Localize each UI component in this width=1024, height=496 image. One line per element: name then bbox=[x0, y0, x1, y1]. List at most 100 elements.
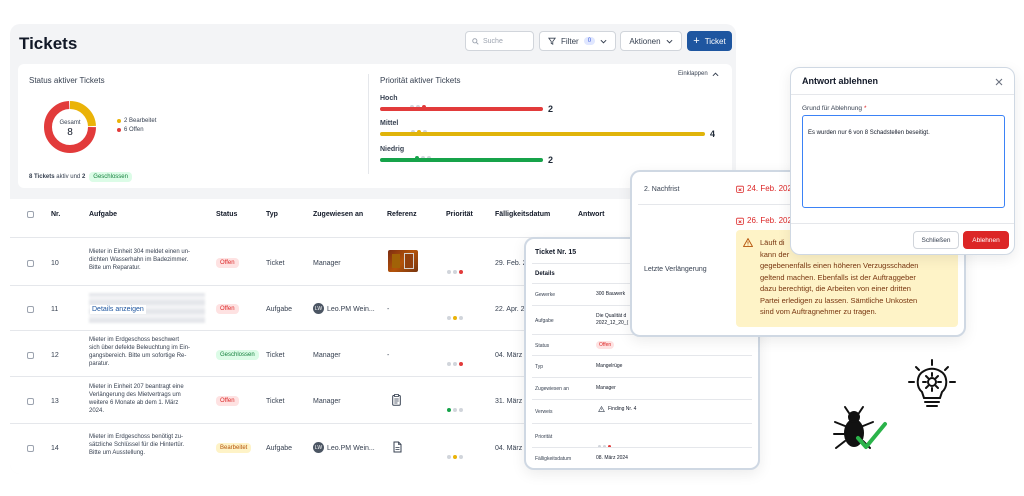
reason-textarea[interactable]: Es wurden nur 6 von 8 Schadstellen besei… bbox=[802, 115, 1005, 208]
row-checkbox[interactable] bbox=[27, 352, 34, 359]
summary-card: Status aktiver Tickets Gesamt 8 2 Bearbe… bbox=[18, 64, 732, 188]
priority-label-mittel: Mittel bbox=[380, 120, 399, 127]
actions-dropdown[interactable]: Aktionen bbox=[620, 31, 682, 51]
field-label-row: Grund für Ablehnung * bbox=[802, 105, 867, 112]
row-assigned: Leo.PM Wein... bbox=[327, 445, 375, 452]
deadline-label-second: 2. Nachfrist bbox=[644, 186, 680, 193]
divider bbox=[791, 223, 1014, 224]
closed-badge[interactable]: Geschlossen bbox=[89, 172, 132, 182]
field-label: Zugewiesen an bbox=[535, 386, 569, 392]
document-icon[interactable] bbox=[393, 441, 402, 453]
divider bbox=[532, 399, 752, 400]
status-footer: 8 Tickets aktiv und 2 Geschlossen bbox=[29, 172, 132, 182]
dialog-title: Antwort ablehnen bbox=[802, 76, 878, 86]
row-nr: 14 bbox=[51, 445, 59, 452]
donut-segment-0 bbox=[44, 101, 96, 153]
field-label: Verweis bbox=[535, 409, 553, 415]
priority-label-niedrig: Niedrig bbox=[380, 146, 405, 153]
col-assigned[interactable]: Zugewiesen an bbox=[313, 211, 364, 218]
clipboard-icon[interactable] bbox=[392, 394, 401, 406]
col-due-date[interactable]: Fälligkeitsdatum bbox=[495, 211, 551, 218]
priority-value-niedrig: 2 bbox=[548, 155, 554, 165]
row-checkbox[interactable] bbox=[27, 306, 34, 313]
row-reference: - bbox=[387, 352, 390, 359]
row-assigned: Manager bbox=[313, 352, 341, 359]
collapse-label: Einklappen bbox=[678, 71, 708, 77]
priority-value-hoch: 2 bbox=[548, 104, 554, 114]
field-label: Aufgabe bbox=[535, 318, 554, 324]
priority-label-hoch: Hoch bbox=[380, 95, 398, 102]
field-label: Priorität bbox=[535, 434, 553, 440]
priority-bar-niedrig bbox=[380, 158, 543, 162]
legend-dot bbox=[117, 119, 121, 123]
col-status[interactable]: Status bbox=[216, 211, 238, 218]
details-link[interactable]: Details anzeigen bbox=[90, 305, 146, 314]
col-reference[interactable]: Referenz bbox=[387, 211, 417, 218]
footer-ticket-count: 8 Tickets bbox=[29, 174, 55, 180]
status-badge: Geschlossen bbox=[216, 350, 259, 360]
card-divider bbox=[368, 74, 369, 174]
row-type: Aufgabe bbox=[266, 306, 293, 313]
priority-indicator bbox=[447, 446, 465, 464]
row-task: Mieter im Erdgeschoss beschwert sich übe… bbox=[89, 337, 191, 367]
close-icon[interactable] bbox=[995, 78, 1003, 86]
row-due-date: 04. März bbox=[495, 445, 523, 452]
new-ticket-button[interactable]: + Ticket bbox=[687, 31, 732, 51]
col-type[interactable]: Typ bbox=[266, 211, 278, 218]
status-donut-chart: Gesamt 8 bbox=[44, 101, 96, 153]
row-checkbox[interactable] bbox=[27, 398, 34, 405]
priority-bar-hoch bbox=[380, 107, 543, 111]
avatar: LW bbox=[313, 303, 324, 314]
row-assigned: Manager bbox=[313, 398, 341, 405]
legend-label: 6 Offen bbox=[124, 127, 144, 133]
search-input[interactable]: Suche bbox=[465, 31, 534, 51]
col-answer[interactable]: Antwort bbox=[578, 211, 605, 218]
deadline-date-text: 24. Feb. 202 bbox=[747, 184, 792, 193]
divider bbox=[532, 355, 752, 356]
col-priority[interactable]: Priorität bbox=[446, 211, 473, 218]
legend-item-bearbeitet: 2 Bearbeitet bbox=[117, 118, 156, 124]
reason-field-label: Grund für Ablehnung bbox=[802, 105, 862, 112]
row-checkbox[interactable] bbox=[27, 260, 34, 267]
field-value: Mangelrüge bbox=[596, 363, 623, 369]
warning-text: Läuft di kann der gegebenenfalls einen h… bbox=[760, 238, 919, 316]
divider bbox=[791, 94, 1014, 95]
row-assigned: Leo.PM Wein... bbox=[327, 306, 375, 313]
select-all-checkbox[interactable] bbox=[27, 211, 34, 218]
search-placeholder: Suche bbox=[483, 37, 503, 45]
status-card-title: Status aktiver Tickets bbox=[29, 76, 105, 85]
chevron-up-icon bbox=[712, 71, 719, 76]
close-button[interactable]: Schließen bbox=[913, 231, 959, 249]
reason-textarea-value: Es wurden nur 6 von 8 Schadstellen besei… bbox=[808, 130, 930, 136]
page-title: Tickets bbox=[19, 34, 78, 53]
calendar-x-icon bbox=[736, 217, 744, 225]
row-assigned: Manager bbox=[313, 260, 341, 267]
filter-count-badge: 0 bbox=[583, 37, 596, 45]
row-due-date: 29. Feb. 2 bbox=[495, 260, 527, 267]
new-ticket-label: Ticket bbox=[704, 36, 726, 46]
priority-bar-mittel bbox=[380, 132, 705, 136]
row-type: Ticket bbox=[266, 352, 285, 359]
priority-card-title: Priorität aktiver Tickets bbox=[380, 76, 461, 85]
calendar-x-icon bbox=[736, 185, 744, 193]
field-value: 300 Bauwerk bbox=[596, 291, 626, 297]
field-value: 08. März 2024 bbox=[596, 455, 628, 461]
reference-link[interactable]: Finding Nr. 4 bbox=[598, 406, 636, 412]
priority-indicator bbox=[447, 261, 465, 279]
row-due-date: 04. März bbox=[495, 352, 523, 359]
bug-check-icon bbox=[833, 406, 887, 449]
status-badge: Offen bbox=[216, 258, 239, 268]
deadline-date-1: 24. Feb. 202 bbox=[736, 184, 792, 193]
collapse-button[interactable]: Einklappen bbox=[678, 71, 719, 77]
field-label: Fälligkeitsdatum bbox=[535, 456, 572, 462]
reject-button[interactable]: Ablehnen bbox=[963, 231, 1009, 249]
col-task[interactable]: Aufgabe bbox=[89, 211, 117, 218]
priority-dots-hoch bbox=[410, 96, 428, 114]
divider bbox=[532, 447, 752, 448]
row-task: Mieter in Einheit 207 beantragt eine Ver… bbox=[89, 384, 184, 414]
row-checkbox[interactable] bbox=[27, 445, 34, 452]
avatar: LW bbox=[313, 442, 324, 453]
filter-button[interactable]: Filter 0 bbox=[539, 31, 616, 51]
col-nr[interactable]: Nr. bbox=[51, 211, 61, 218]
reference-thumbnail-image[interactable] bbox=[388, 250, 418, 272]
